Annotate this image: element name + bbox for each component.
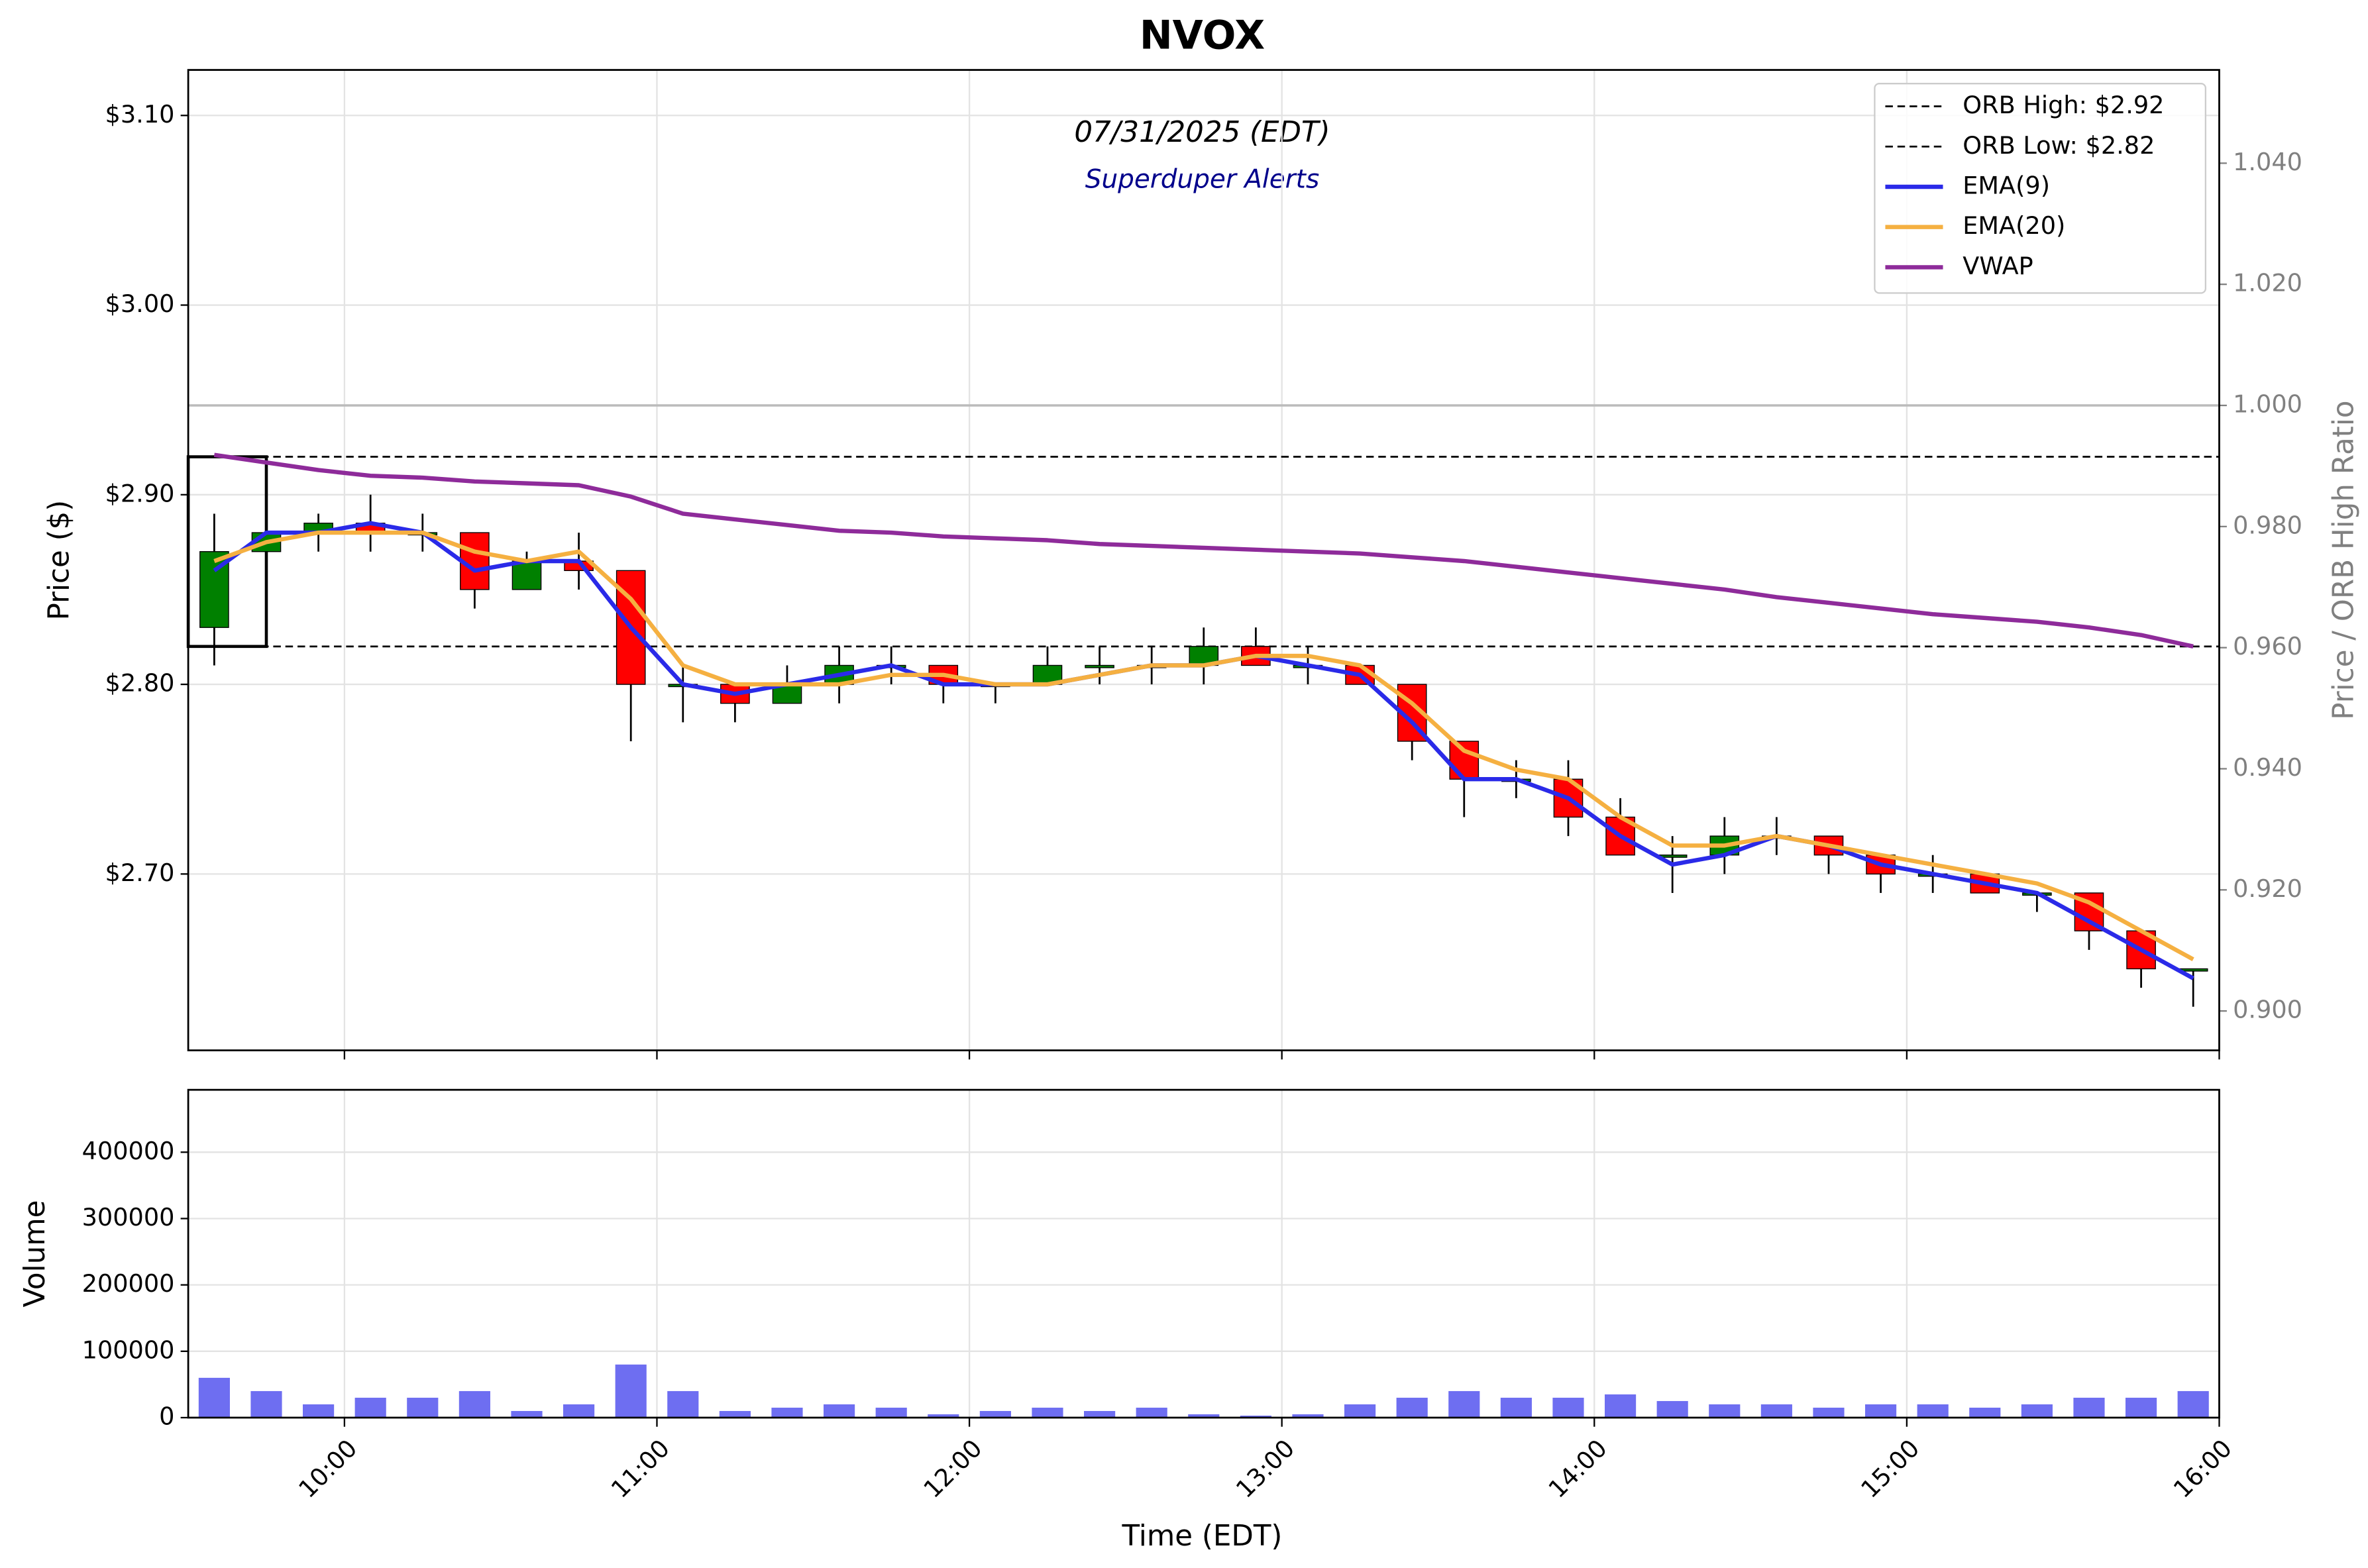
x-tick-label: 15:00 — [1855, 1434, 1925, 1504]
volume-bar — [615, 1364, 647, 1418]
volume-bar — [667, 1390, 699, 1418]
volume-bar — [2177, 1390, 2209, 1418]
y-tick-label: 100000 — [82, 1335, 175, 1364]
y2-tick-label: 0.980 — [2233, 511, 2302, 539]
volume-bar — [1813, 1407, 1845, 1418]
y2-tick-label: 0.900 — [2233, 996, 2302, 1024]
volume-bar — [824, 1404, 855, 1418]
legend-label: ORB Low: $2.82 — [1963, 131, 2155, 160]
y2-tick-label: 0.960 — [2233, 632, 2302, 660]
x-tick-label: 14:00 — [1543, 1434, 1613, 1504]
y-tick-label: $2.80 — [105, 669, 175, 698]
y-tick-label: 300000 — [82, 1203, 175, 1231]
y2-tick-label: 1.000 — [2233, 390, 2302, 419]
y2-tick-label: 1.020 — [2233, 269, 2302, 297]
x-tick-label: 16:00 — [2168, 1434, 2237, 1504]
x-tick-label: 13:00 — [1230, 1434, 1300, 1504]
volume-bar — [1032, 1407, 1063, 1418]
legend-label: EMA(20) — [1963, 211, 2065, 240]
series-line — [213, 452, 2194, 649]
volume-frame — [187, 1088, 2220, 1419]
volume-bar — [354, 1397, 386, 1418]
y-tick-label: 400000 — [82, 1137, 175, 1165]
volume-bar — [875, 1407, 907, 1418]
volume-bar — [407, 1397, 439, 1418]
volume-bar — [1917, 1404, 1949, 1418]
volume-bar — [563, 1404, 595, 1418]
volume-bar — [2125, 1397, 2157, 1418]
y-axis-label: Volume — [19, 1200, 52, 1308]
volume-bar — [1188, 1414, 1220, 1418]
volume-bar — [1969, 1407, 2001, 1418]
x-tick-label: 10:00 — [293, 1434, 362, 1504]
candle-body — [1085, 664, 1114, 668]
price-frame — [187, 69, 2220, 1051]
series-line — [213, 521, 2194, 980]
legend-label: EMA(9) — [1963, 171, 2050, 199]
y2-tick-label: 1.040 — [2233, 148, 2302, 176]
volume-bar — [1396, 1397, 1428, 1418]
y-tick-label: $3.00 — [105, 289, 175, 318]
x-tick-label: 12:00 — [918, 1434, 988, 1504]
volume-bar — [303, 1404, 335, 1418]
candle-body — [511, 560, 542, 590]
volume-bar — [2073, 1397, 2105, 1418]
legend — [1874, 83, 2207, 294]
volume-bar — [458, 1390, 490, 1418]
legend-label: ORB High: $2.92 — [1963, 91, 2164, 119]
volume-bar — [1760, 1404, 1792, 1418]
volume-bar — [719, 1410, 751, 1418]
series-line — [213, 530, 2194, 961]
volume-bar — [250, 1390, 282, 1418]
volume-bar — [1292, 1414, 1324, 1418]
volume-bar — [1240, 1415, 1271, 1418]
y2-tick-label: 0.920 — [2233, 874, 2302, 903]
volume-bar — [771, 1407, 803, 1418]
x-axis-label: Time (EDT) — [1122, 1520, 1283, 1553]
volume-bar — [1865, 1404, 1897, 1418]
volume-bar — [2021, 1404, 2053, 1418]
legend-label: VWAP — [1963, 252, 2033, 280]
y-axis-label: Price ($) — [43, 500, 76, 621]
volume-bar — [198, 1377, 230, 1418]
y-tick-label: 0 — [159, 1402, 174, 1431]
chart-title: NVOX — [1140, 13, 1265, 59]
volume-bar — [1448, 1390, 1480, 1418]
volume-bar — [979, 1410, 1011, 1418]
annotation: Superduper Alerts — [1085, 164, 1320, 194]
chart-subtitle: 07/31/2025 (EDT) — [1074, 116, 1330, 149]
y-tick-label: $3.10 — [105, 100, 175, 129]
y2-tick-label: 0.940 — [2233, 753, 2302, 782]
volume-bar — [1605, 1394, 1637, 1418]
volume-bar — [1344, 1404, 1376, 1418]
volume-bar — [1084, 1410, 1116, 1418]
volume-bar — [1656, 1400, 1688, 1418]
volume-bar — [511, 1410, 543, 1418]
y2-axis-label: Price / ORB High Ratio — [2328, 400, 2361, 719]
x-tick-label: 11:00 — [606, 1434, 675, 1504]
candle-body — [1449, 741, 1480, 780]
volume-bar — [1500, 1397, 1532, 1418]
volume-bar — [1136, 1407, 1167, 1418]
volume-bar — [1709, 1404, 1741, 1418]
volume-bar — [1552, 1397, 1584, 1418]
volume-bar — [928, 1414, 959, 1418]
y-tick-label: $2.90 — [105, 479, 175, 507]
y-tick-label: 200000 — [82, 1269, 175, 1298]
y-tick-label: $2.70 — [105, 859, 175, 887]
